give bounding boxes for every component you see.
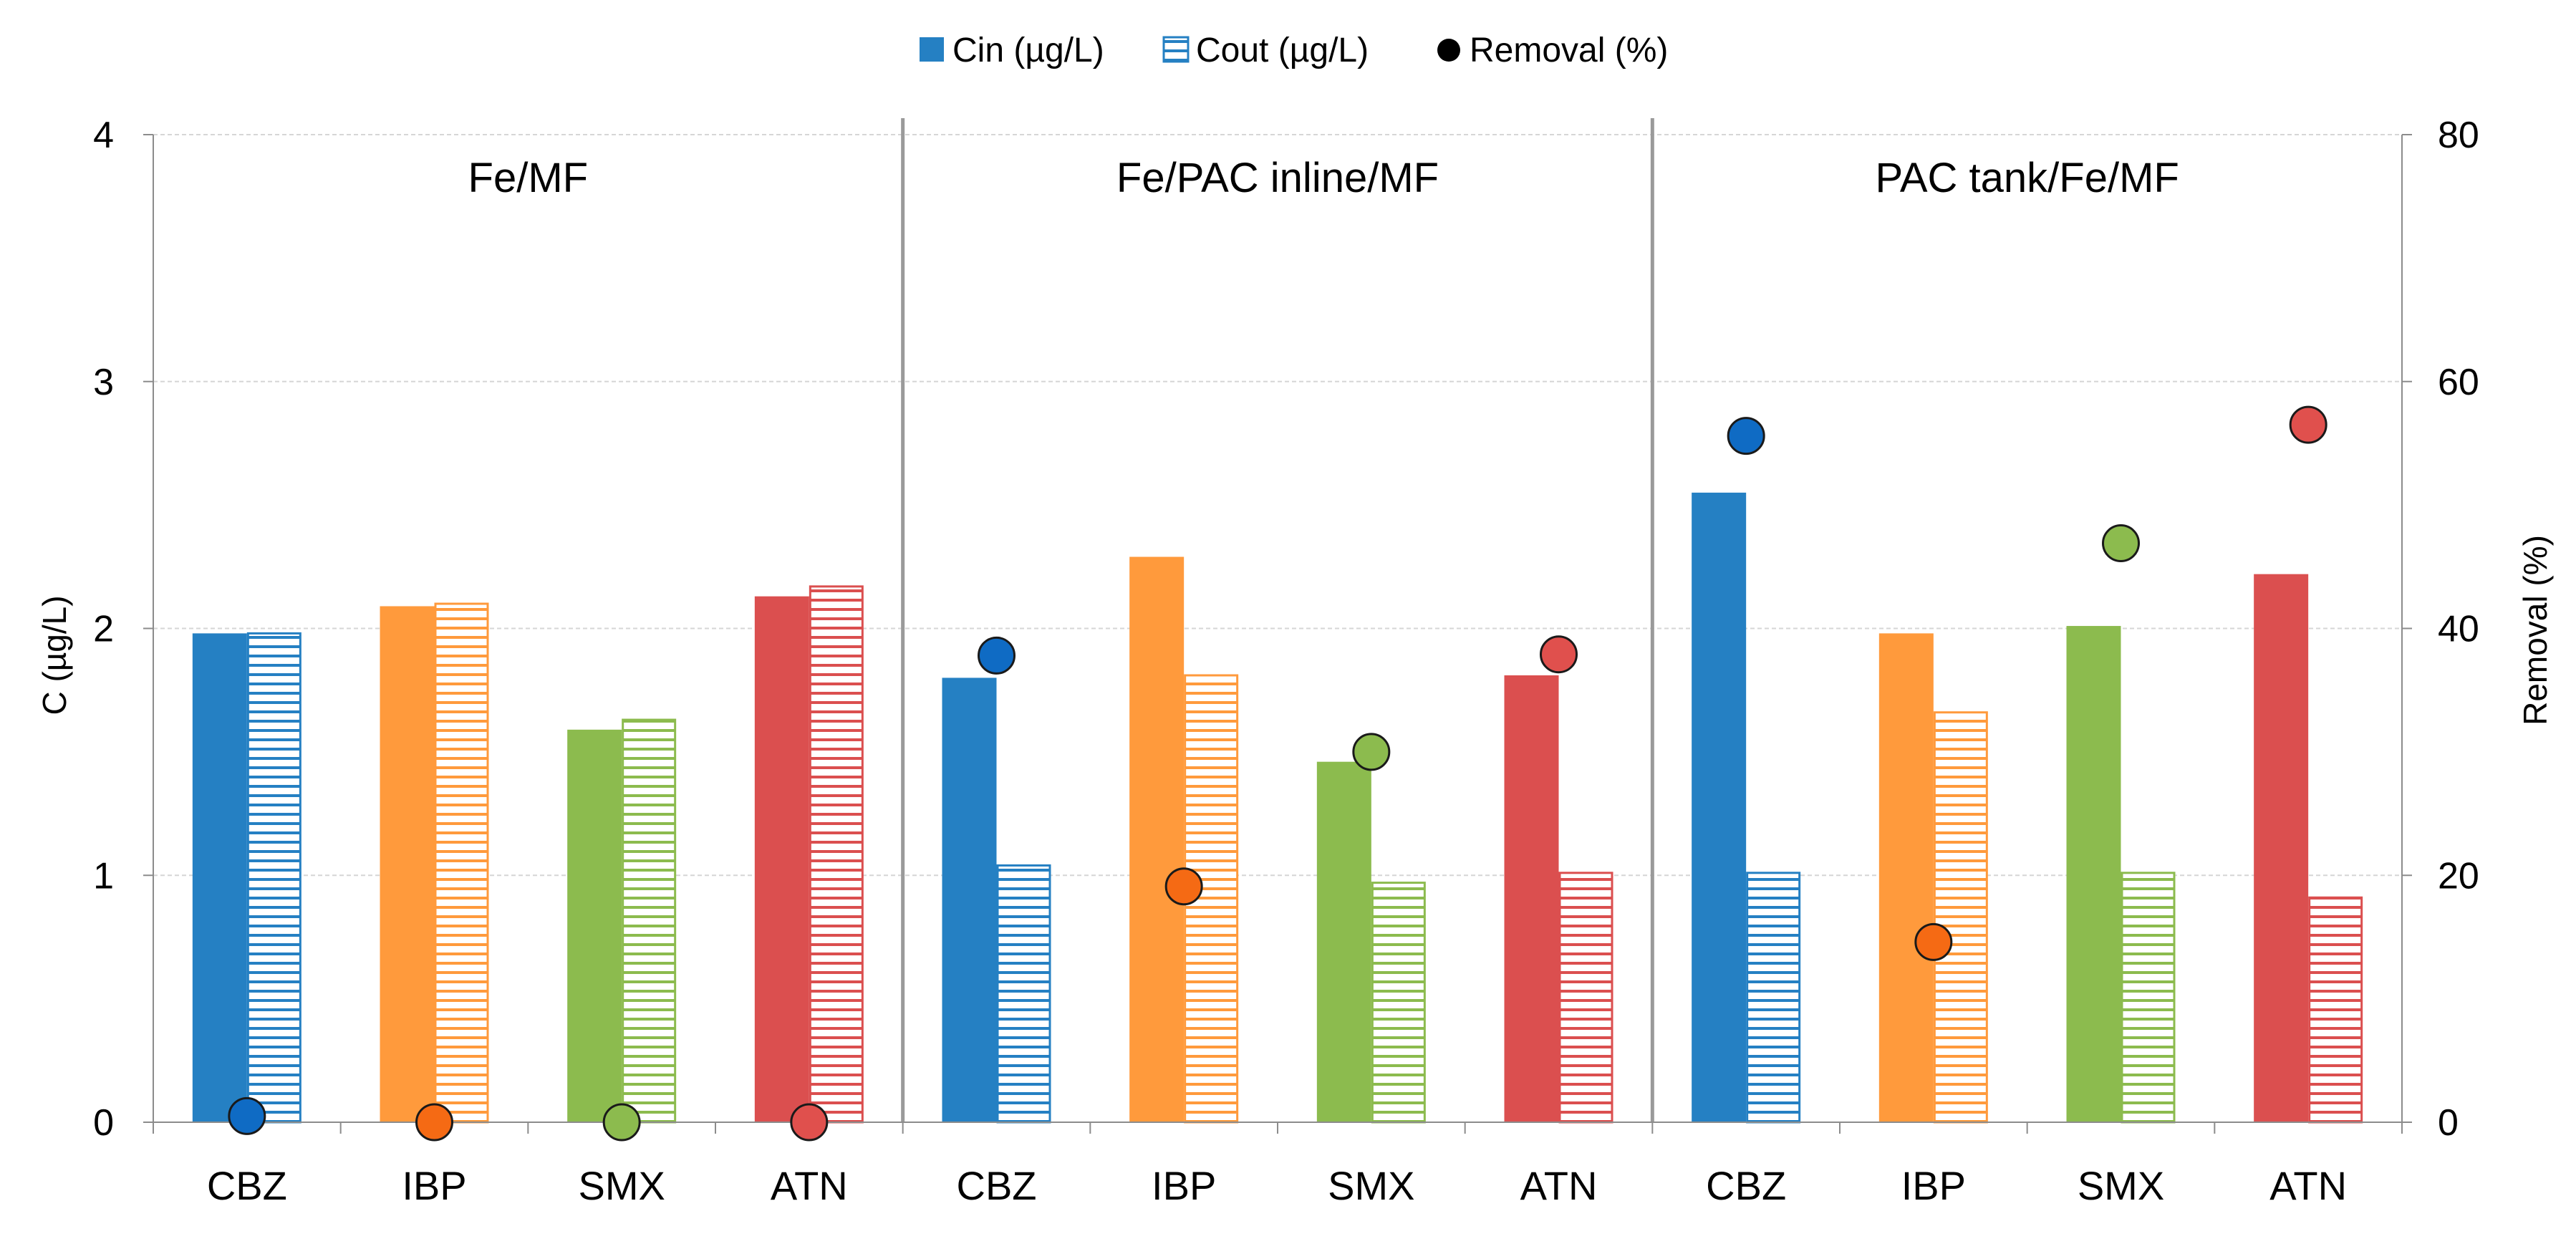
y-tick-label: 4 — [93, 115, 114, 156]
y2-tick-label: 20 — [2438, 855, 2479, 897]
bar-cin — [380, 606, 435, 1122]
bar-cout — [809, 585, 864, 1124]
removal-markers — [228, 405, 2327, 1142]
bar-cin — [1316, 761, 1371, 1122]
y2-axis-title: Removal (%) — [2517, 535, 2554, 725]
x-category-label: ATN — [2269, 1163, 2347, 1208]
x-category-label: IBP — [402, 1163, 466, 1208]
x-category-label: SMX — [2078, 1163, 2164, 1208]
bar-cin — [1504, 675, 1559, 1122]
y-axis-title: C (µg/L) — [36, 595, 73, 715]
legend: Cin (µg/L) Cout (µg/L) Removal (%) — [920, 32, 1668, 69]
bar-cin — [1692, 492, 1747, 1122]
removal-marker — [228, 1096, 266, 1135]
bar-cout — [996, 864, 1051, 1124]
x-category-label: ATN — [771, 1163, 848, 1208]
bar-cin — [942, 677, 997, 1122]
panel-dividers — [901, 118, 1654, 1122]
bar-cin — [1129, 556, 1185, 1122]
bars — [192, 492, 2363, 1124]
removal-marker — [978, 636, 1016, 675]
gridlines — [153, 134, 2402, 877]
y-tick-label: 3 — [93, 362, 114, 403]
removal-marker — [2102, 524, 2140, 563]
removal-marker — [415, 1103, 453, 1142]
bar-cout — [622, 718, 677, 1124]
legend-cin-label: Cin (µg/L) — [952, 32, 1104, 69]
bar-cin — [2254, 574, 2309, 1122]
x-category-label: SMX — [1328, 1163, 1414, 1208]
legend-removal-marker — [1437, 39, 1460, 62]
legend-cout-swatch — [1162, 36, 1190, 63]
bar-cout — [434, 602, 489, 1124]
removal-marker — [1352, 733, 1391, 771]
bar-cin — [2066, 626, 2121, 1122]
y2-tick-label: 40 — [2438, 609, 2479, 650]
bar-cout — [2121, 872, 2176, 1124]
bar-cout — [1933, 711, 1988, 1124]
panel-label: Fe/PAC inline/MF — [1116, 155, 1439, 201]
removal-marker — [1540, 635, 1578, 674]
x-category-label: CBZ — [207, 1163, 287, 1208]
axes — [143, 134, 2412, 1134]
x-category-label: CBZ — [1706, 1163, 1786, 1208]
y-tick-label: 0 — [93, 1102, 114, 1144]
removal-marker — [1164, 867, 1203, 906]
x-category-label: IBP — [1901, 1163, 1966, 1208]
bar-cin — [192, 633, 247, 1122]
removal-marker — [790, 1103, 829, 1142]
removal-marker — [1727, 417, 1765, 455]
removal-marker — [602, 1103, 641, 1142]
bar-cout — [1371, 882, 1426, 1124]
bar-cin — [567, 729, 622, 1122]
legend-cin-swatch — [920, 37, 944, 62]
x-category-label: SMX — [578, 1163, 665, 1208]
panel-label: Fe/MF — [468, 155, 589, 201]
removal-marker — [2289, 405, 2327, 444]
x-category-label: ATN — [1520, 1163, 1598, 1208]
bar-cout — [1746, 872, 1801, 1124]
y-tick-label: 1 — [93, 855, 114, 897]
bar-cout — [246, 632, 302, 1124]
y-tick-label: 2 — [93, 609, 114, 650]
bar-cout — [1558, 872, 1613, 1124]
bar-cout — [2308, 896, 2363, 1124]
bar-cin — [754, 596, 809, 1122]
y2-tick-label: 0 — [2438, 1102, 2459, 1144]
legend-removal-label: Removal (%) — [1470, 32, 1668, 69]
removal-marker — [1914, 922, 1953, 961]
y2-tick-label: 80 — [2438, 115, 2479, 156]
x-category-label: IBP — [1152, 1163, 1216, 1208]
legend-cout-label: Cout (µg/L) — [1196, 32, 1369, 69]
y2-tick-label: 60 — [2438, 362, 2479, 403]
bar-cin — [1878, 633, 1934, 1122]
x-category-label: CBZ — [957, 1163, 1037, 1208]
panel-label: PAC tank/Fe/MF — [1875, 155, 2179, 201]
